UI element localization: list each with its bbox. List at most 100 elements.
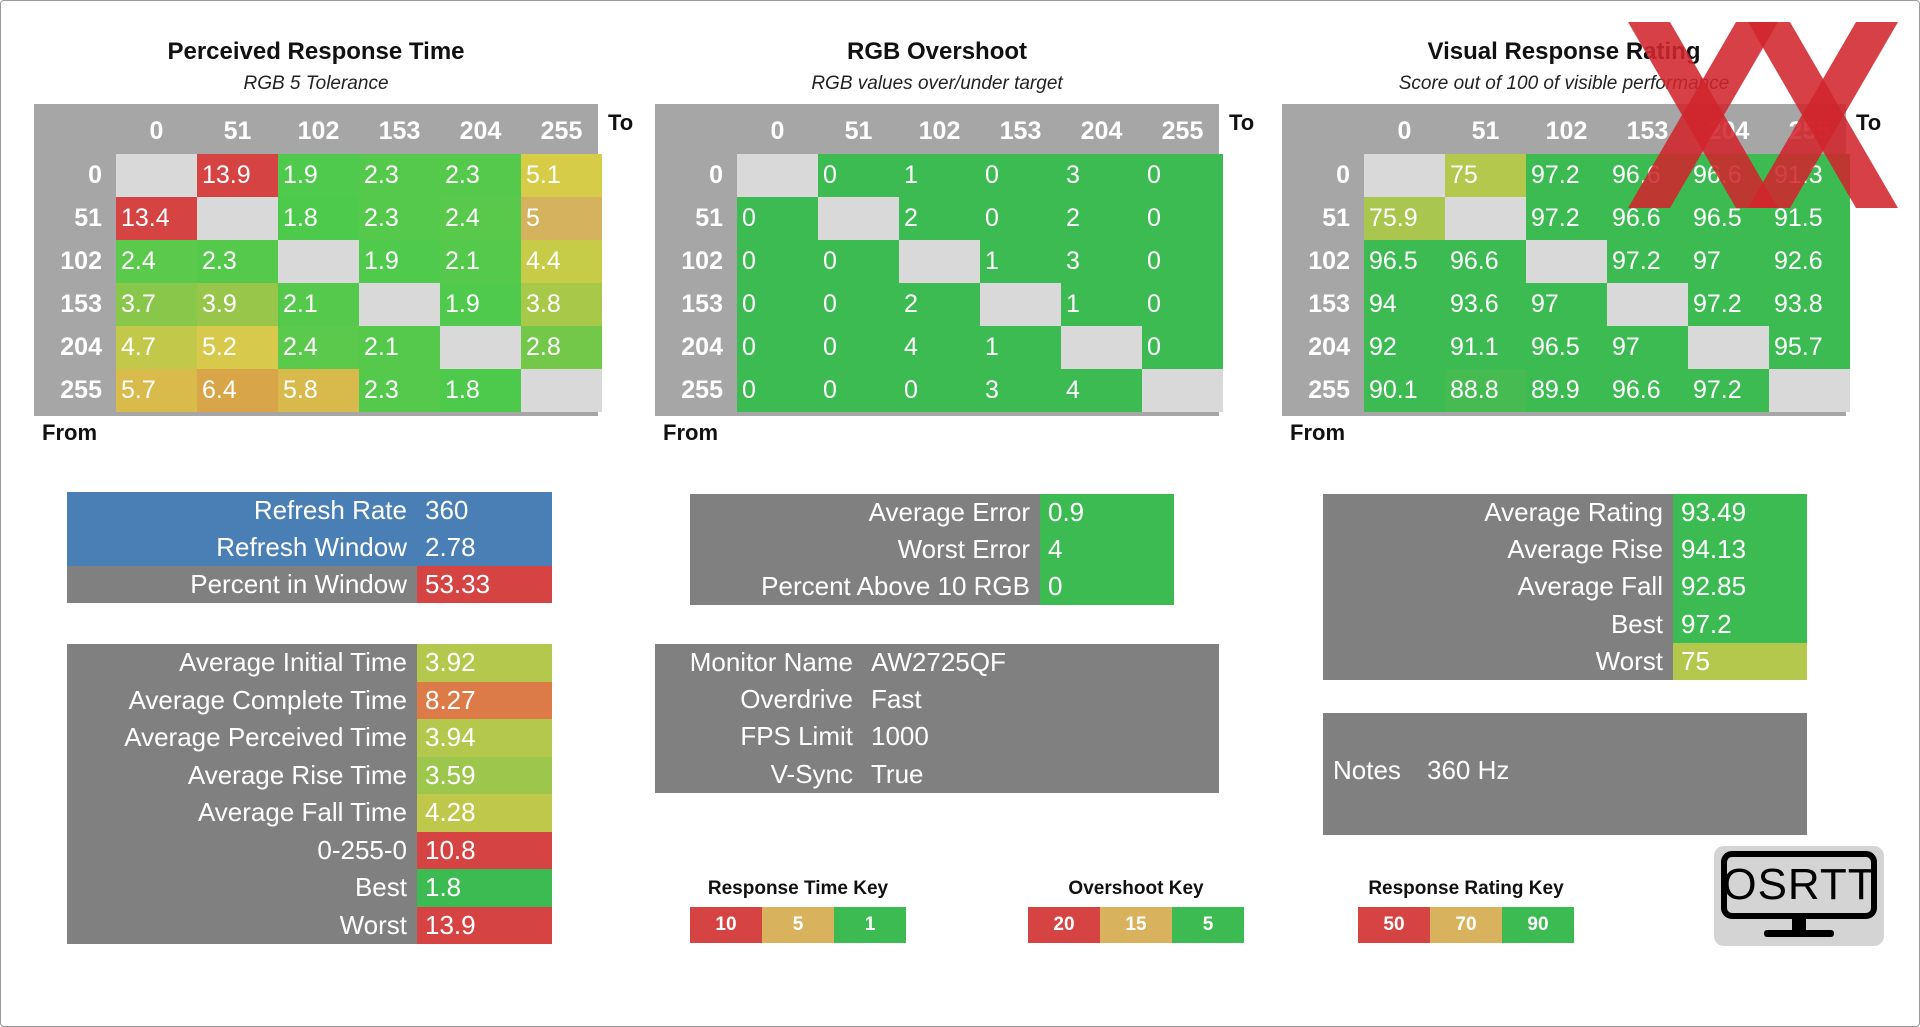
matrix-cell: 0 [818, 326, 899, 369]
stat-label: Best [354, 872, 407, 902]
matrix-cell-empty [521, 369, 602, 412]
matrix-cell: 0 [1142, 240, 1223, 283]
matrix-row-header: 204 [60, 333, 102, 361]
stat-value: 0 [1040, 568, 1174, 605]
stat-label: Percent in Window [67, 566, 417, 603]
stat-label: Worst [339, 909, 407, 940]
matrix-title: Perceived Response Time [167, 38, 465, 65]
stat-value: 3.94 [417, 719, 552, 757]
matrix-cell: 0 [737, 326, 818, 369]
stat-label: FPS Limit [740, 721, 853, 752]
matrix-cell: 2.8 [521, 326, 602, 369]
stat-label: Worst Error [897, 534, 1030, 564]
monitor-row: V-Sync True [655, 756, 1219, 793]
response-matrix: 05110215320425507597.296.696.691.35175.9… [1282, 104, 1850, 416]
stat-value: True [871, 758, 924, 789]
stat-label: Average Rise [1507, 534, 1663, 565]
monitor-row: Monitor Name AW2725QF [655, 644, 1219, 681]
stat-label: Overdrive [740, 684, 853, 715]
matrix-cell: 97 [1607, 326, 1688, 369]
key-title: Response Time Key [707, 878, 889, 899]
matrix-cell: 0 [980, 154, 1061, 197]
key-swatch: 15 [1100, 907, 1172, 943]
key-swatch: 1 [834, 907, 906, 943]
stat-label: Percent Above 10 RGB [761, 571, 1030, 601]
matrix-cell-empty [359, 283, 440, 326]
timing-row: 0-255-0 10.8 [67, 831, 552, 869]
matrix-cell: 90.1 [1364, 369, 1445, 412]
matrix-cell-empty [1061, 326, 1142, 369]
matrix-cell: 3 [1061, 154, 1142, 197]
stat-value: 1000 [871, 721, 929, 752]
matrix-row-header: 0 [1336, 161, 1350, 189]
matrix-row-header: 153 [60, 290, 102, 318]
stat-label: Monitor Name [689, 647, 853, 677]
notes-value: 360 Hz [1427, 755, 1510, 785]
matrix-cell: 97.2 [1526, 154, 1607, 197]
matrix-cell: 5.7 [116, 369, 197, 412]
timing-stats-panel: Average Initial Time 3.92 Average Complete… [67, 644, 552, 944]
stat-value: AW2725QF [871, 647, 1006, 677]
monitor-info-panel: Monitor Name AW2725QF Overdrive Fast FPS Lim… [655, 644, 1219, 793]
matrix-cell: 0 [818, 154, 899, 197]
matrix-row-header: 102 [681, 247, 723, 275]
overshoot-stats-panel: Average Error 0.9 Worst Error 4 Percent Abov… [690, 494, 1174, 605]
matrix-col-header: 102 [918, 117, 961, 145]
matrix-cell: 5 [521, 197, 602, 240]
stat-value: 8.27 [417, 681, 552, 719]
matrix-col-header: 204 [459, 117, 502, 145]
matrix-cell-empty [737, 154, 818, 197]
stat-label: V-Sync [770, 758, 853, 789]
matrix-cell: 2.3 [197, 240, 278, 283]
matrix-subtitle: Score out of 100 of visible performance [1398, 73, 1730, 94]
matrix-cell: 96.5 [1688, 197, 1769, 240]
matrix-cell: 88.8 [1445, 369, 1526, 412]
matrix-cell: 96.6 [1445, 240, 1526, 283]
matrix-cell: 3.8 [521, 283, 602, 326]
matrix-cell: 0 [737, 369, 818, 412]
matrix-cell: 0 [1142, 154, 1223, 197]
refresh-row: Refresh Window 2.78 [67, 529, 552, 566]
matrix-cell: 96.5 [1526, 326, 1607, 369]
from-axis-label: From [1290, 420, 1345, 445]
matrix-cell: 0 [1142, 283, 1223, 326]
matrix-cell: 0 [737, 197, 818, 240]
timing-row: Average Initial Time 3.92 [67, 644, 552, 682]
matrix-cell: 2.4 [278, 326, 359, 369]
matrix-cell-empty [1142, 369, 1223, 412]
stat-value: Fast [871, 684, 922, 715]
matrix-cell: 3 [980, 369, 1061, 412]
key-title: Overshoot Key [1068, 878, 1204, 899]
matrix-cell: 5.2 [197, 326, 278, 369]
stat-value: 53.33 [417, 566, 552, 603]
matrix-cell: 2.1 [359, 326, 440, 369]
matrix-cell: 97.2 [1607, 240, 1688, 283]
stat-label: Best [1610, 608, 1663, 639]
matrix-cell: 0 [980, 197, 1061, 240]
matrix-cell: 75.9 [1364, 197, 1445, 240]
matrix-cell-empty [116, 154, 197, 197]
rating-row: Worst 75 [1323, 642, 1807, 680]
matrix-cell: 96.5 [1364, 240, 1445, 283]
stat-label: Average Fall [1517, 571, 1664, 602]
matrix-cell: 89.9 [1526, 369, 1607, 412]
matrix-cell-empty [440, 326, 521, 369]
matrix-cell: 93.6 [1445, 283, 1526, 326]
matrix-cell: 3 [1061, 240, 1142, 283]
matrix-cell-empty [1526, 240, 1607, 283]
matrix-row-header: 0 [88, 161, 102, 189]
matrix-cell-empty [1607, 283, 1688, 326]
rating-row: Average Fall 92.85 [1323, 568, 1807, 606]
stat-value: 94.13 [1673, 531, 1807, 569]
matrix-cell: 2 [1061, 197, 1142, 240]
matrix-cell: 2.4 [440, 197, 521, 240]
matrix-cell: 3.7 [116, 283, 197, 326]
monitor-row: Overdrive Fast [655, 681, 1219, 718]
matrix-cell: 2.3 [359, 197, 440, 240]
timing-row: Average Fall Time 4.28 [67, 794, 552, 832]
matrix-col-header: 102 [297, 117, 340, 145]
matrix-cell-empty [980, 283, 1061, 326]
matrix-cell: 1.9 [359, 240, 440, 283]
monitor-row: FPS Limit 1000 [655, 718, 1219, 755]
matrix-cell: 96.6 [1607, 369, 1688, 412]
